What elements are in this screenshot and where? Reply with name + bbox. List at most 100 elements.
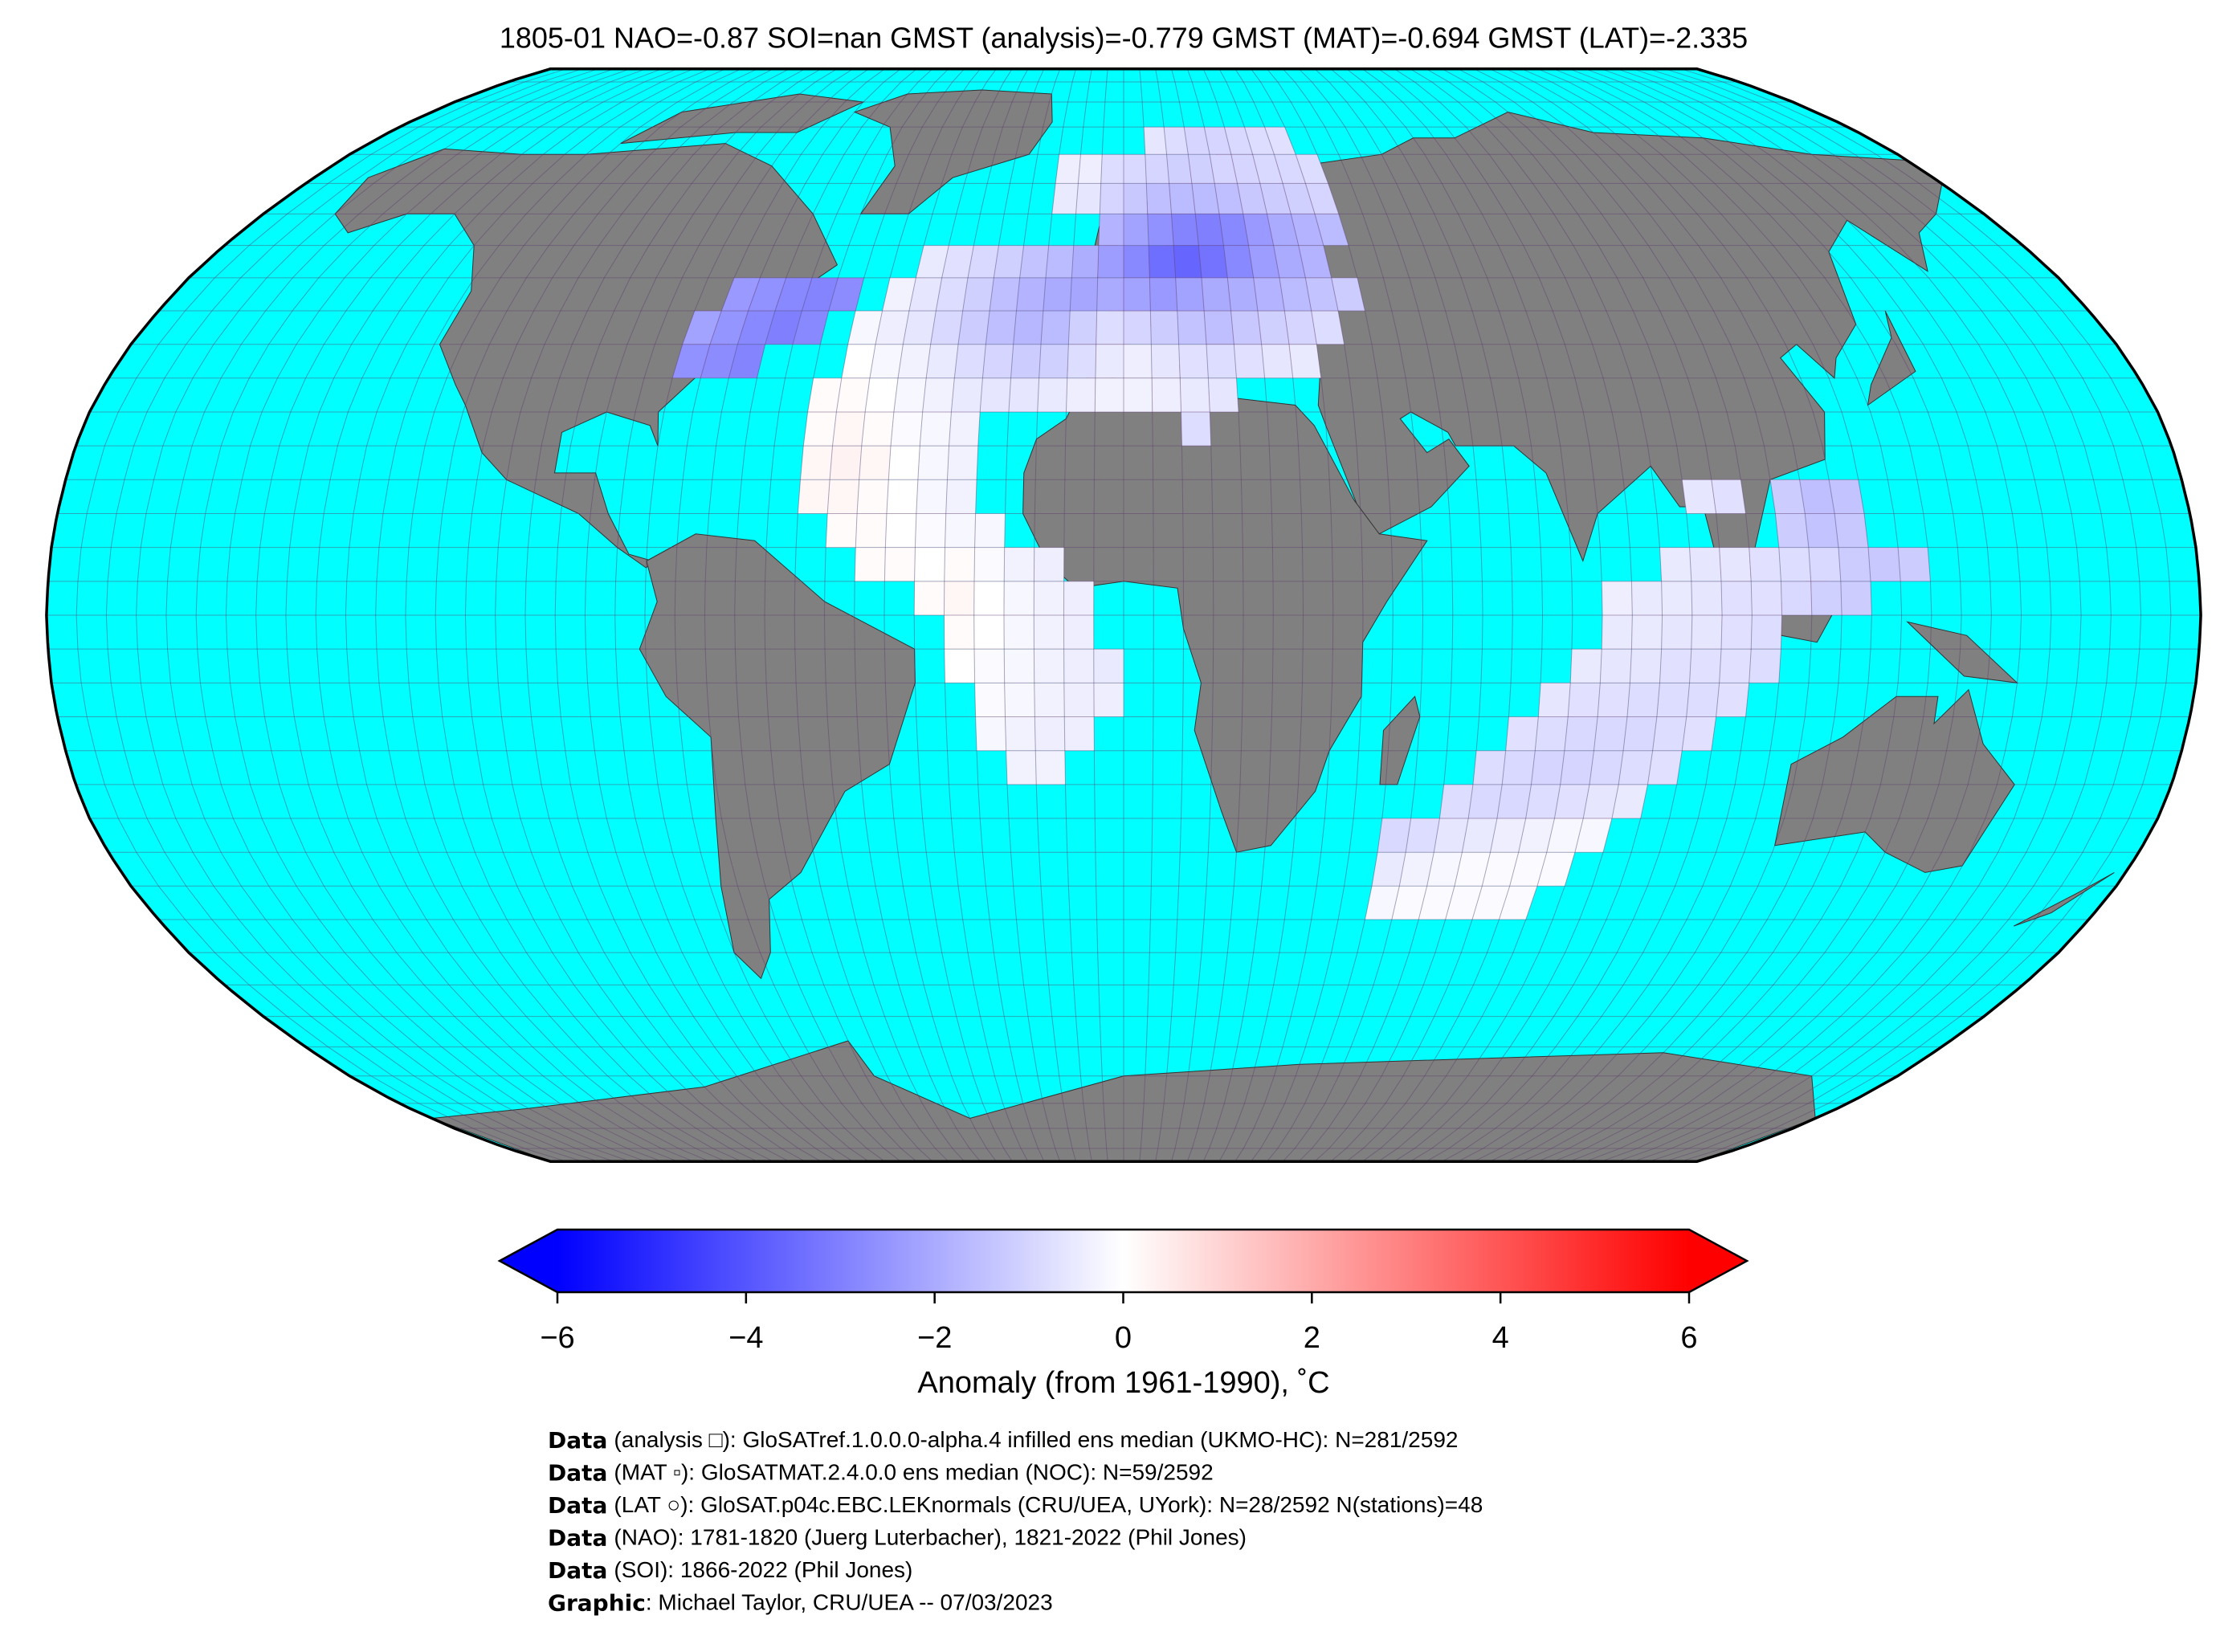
- anomaly-cell: [861, 412, 894, 447]
- graticule: [524, 68, 806, 1162]
- anomaly-cell: [875, 311, 909, 345]
- anomaly-cell: [1689, 649, 1721, 683]
- anomaly-cell: [1204, 127, 1231, 155]
- anomaly-cell: [1631, 615, 1663, 650]
- graticule: [1330, 68, 1513, 1162]
- anomaly-cell: [945, 513, 976, 548]
- anomaly-cell: [1315, 214, 1349, 246]
- anomaly-cell: [985, 311, 1017, 345]
- anomaly-cell: [1574, 818, 1612, 853]
- anomaly-cell: [1244, 127, 1275, 155]
- anomaly-cell: [827, 479, 859, 514]
- anomaly-cell: [1195, 214, 1224, 246]
- credit-line: Data (NAO): 1781-1820 (Juerg Luterbacher)…: [548, 1525, 1247, 1552]
- anomaly-cell: [765, 311, 802, 345]
- anomaly-cell: [1618, 750, 1653, 785]
- anomaly-cell: [1010, 344, 1041, 378]
- anomaly-cell: [914, 581, 945, 615]
- anomaly-cell: [1237, 183, 1267, 214]
- anomaly-cell: [1426, 852, 1463, 887]
- credit-line: Graphic: Michael Taylor, CRU/UEA -- 07/0…: [548, 1590, 1053, 1617]
- anomaly-cell: [1372, 852, 1406, 887]
- anomaly-cell: [672, 344, 710, 378]
- anomaly-cell: [1781, 581, 1812, 615]
- anomaly-cell: [1472, 886, 1510, 920]
- anomaly-cell: [1546, 818, 1584, 853]
- anomaly-cell: [1124, 377, 1153, 412]
- anomaly-cell: [1034, 581, 1064, 615]
- anomaly-cell: [1834, 513, 1869, 548]
- graticule: [1473, 68, 1783, 1162]
- anomaly-cell: [1505, 716, 1539, 751]
- anomaly-cell: [1594, 716, 1627, 751]
- anomaly-cell: [1445, 886, 1483, 920]
- anomaly-cell: [1365, 886, 1400, 920]
- anomaly-cell: [1564, 716, 1598, 751]
- graticule: [764, 68, 933, 1162]
- anomaly-cell: [974, 683, 1006, 717]
- graticule: [1664, 68, 2142, 1162]
- anomaly-cell: [1531, 750, 1565, 785]
- anomaly-cell: [944, 581, 974, 615]
- graticule: [854, 68, 981, 1162]
- anomaly-cell: [1719, 547, 1752, 581]
- graticule: [734, 68, 917, 1162]
- anomaly-cell: [1034, 716, 1065, 751]
- anomaly-cell: [1252, 154, 1283, 184]
- credit-text: (LAT ○): GloSAT.p04c.EBC.LEKnormals (CRU…: [614, 1492, 1483, 1517]
- credit-label: Data: [548, 1492, 607, 1519]
- anomaly-cell: [857, 479, 889, 514]
- anomaly-cell: [1071, 245, 1099, 278]
- anomaly-cell: [1439, 784, 1473, 818]
- anomaly-cell: [1096, 277, 1124, 312]
- anomaly-cell: [922, 377, 955, 412]
- land: [1867, 310, 1916, 406]
- graticule: [1139, 68, 1154, 1162]
- colorbar-tick-label: 2: [1304, 1321, 1320, 1355]
- anomaly-cell: [1100, 154, 1124, 184]
- anomaly-cell: [1198, 245, 1228, 278]
- anomaly-cell: [1311, 311, 1345, 345]
- graticule: [1346, 68, 1544, 1162]
- anomaly-cell: [891, 412, 923, 447]
- anomaly-cell: [1560, 750, 1594, 785]
- anomaly-cell: [893, 377, 927, 412]
- anomaly-cell: [832, 412, 866, 447]
- credit-label: Graphic: [548, 1590, 646, 1617]
- graticule: [1537, 68, 1903, 1162]
- anomaly-cell: [917, 446, 949, 480]
- anomaly-cell: [1149, 245, 1176, 278]
- graticule: [315, 68, 694, 1162]
- anomaly-cell: [1509, 852, 1547, 887]
- anomaly-cell: [974, 547, 1005, 581]
- credit-label: Data: [548, 1427, 607, 1454]
- anomaly-cell: [1063, 683, 1095, 717]
- anomaly-cell: [1627, 683, 1660, 717]
- graticule: [1063, 68, 1092, 1162]
- graticule: [345, 68, 710, 1162]
- anomaly-cell: [1046, 245, 1074, 278]
- colorbar-tick-label: −2: [917, 1321, 952, 1355]
- land: [1379, 695, 1421, 785]
- anomaly-cell: [1051, 183, 1079, 214]
- anomaly-cell: [1598, 683, 1630, 717]
- anomaly-cell: [1068, 311, 1097, 345]
- anomaly-cell: [944, 615, 974, 650]
- anomaly-cell: [1004, 615, 1034, 650]
- anomaly-cell: [721, 277, 761, 312]
- anomaly-cell: [1377, 818, 1411, 853]
- anomaly-cell: [973, 615, 1005, 650]
- anomaly-cell: [1284, 311, 1317, 345]
- graticule: [255, 68, 663, 1162]
- graticule: [1521, 68, 1872, 1162]
- anomaly-cell: [884, 547, 916, 581]
- anomaly-cell: [990, 277, 1020, 312]
- anomaly-cell: [1063, 615, 1094, 650]
- anomaly-cell: [1124, 214, 1149, 246]
- anomaly-cell: [1296, 154, 1328, 184]
- anomaly-cell: [1202, 277, 1231, 312]
- anomaly-cell: [1008, 377, 1039, 412]
- land: [2013, 871, 2115, 927]
- graticule: [105, 68, 583, 1162]
